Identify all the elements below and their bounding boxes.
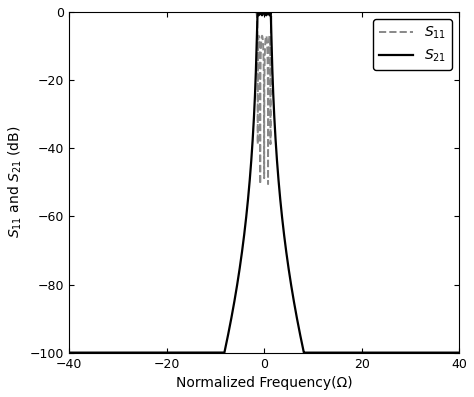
Line: $S_{11}$: $S_{11}$ [69, 12, 459, 184]
X-axis label: Normalized Frequency(Ω): Normalized Frequency(Ω) [176, 376, 353, 390]
$S_{11}$ [265, 182, 271, 187]
$S_{21}$ [456, 350, 462, 355]
$S_{11}$ [93, 10, 99, 14]
$S_{21}$ [251, 121, 256, 126]
$S_{21}$ [431, 350, 437, 355]
$S_{11}$ [302, 10, 308, 14]
$S_{21}$ [164, 350, 169, 355]
$S_{11}$ [251, 10, 256, 14]
$S_{11}$ [346, 10, 351, 14]
$S_{21}$ [346, 350, 351, 355]
Line: $S_{21}$: $S_{21}$ [69, 12, 459, 353]
$S_{21}$ [302, 350, 308, 355]
$S_{21}$ [66, 350, 72, 355]
$S_{21}$ [317, 350, 322, 355]
$S_{11}$ [164, 10, 169, 14]
Legend: $S_{11}$, $S_{21}$: $S_{11}$, $S_{21}$ [373, 19, 452, 70]
$S_{11}$ [66, 10, 72, 14]
$S_{11}$ [456, 10, 462, 14]
$S_{11}$ [317, 10, 322, 14]
$S_{11}$ [431, 10, 437, 14]
Y-axis label: $S_{11}$ and $S_{21}$ (dB): $S_{11}$ and $S_{21}$ (dB) [7, 126, 24, 239]
$S_{21}$ [265, 10, 271, 14]
